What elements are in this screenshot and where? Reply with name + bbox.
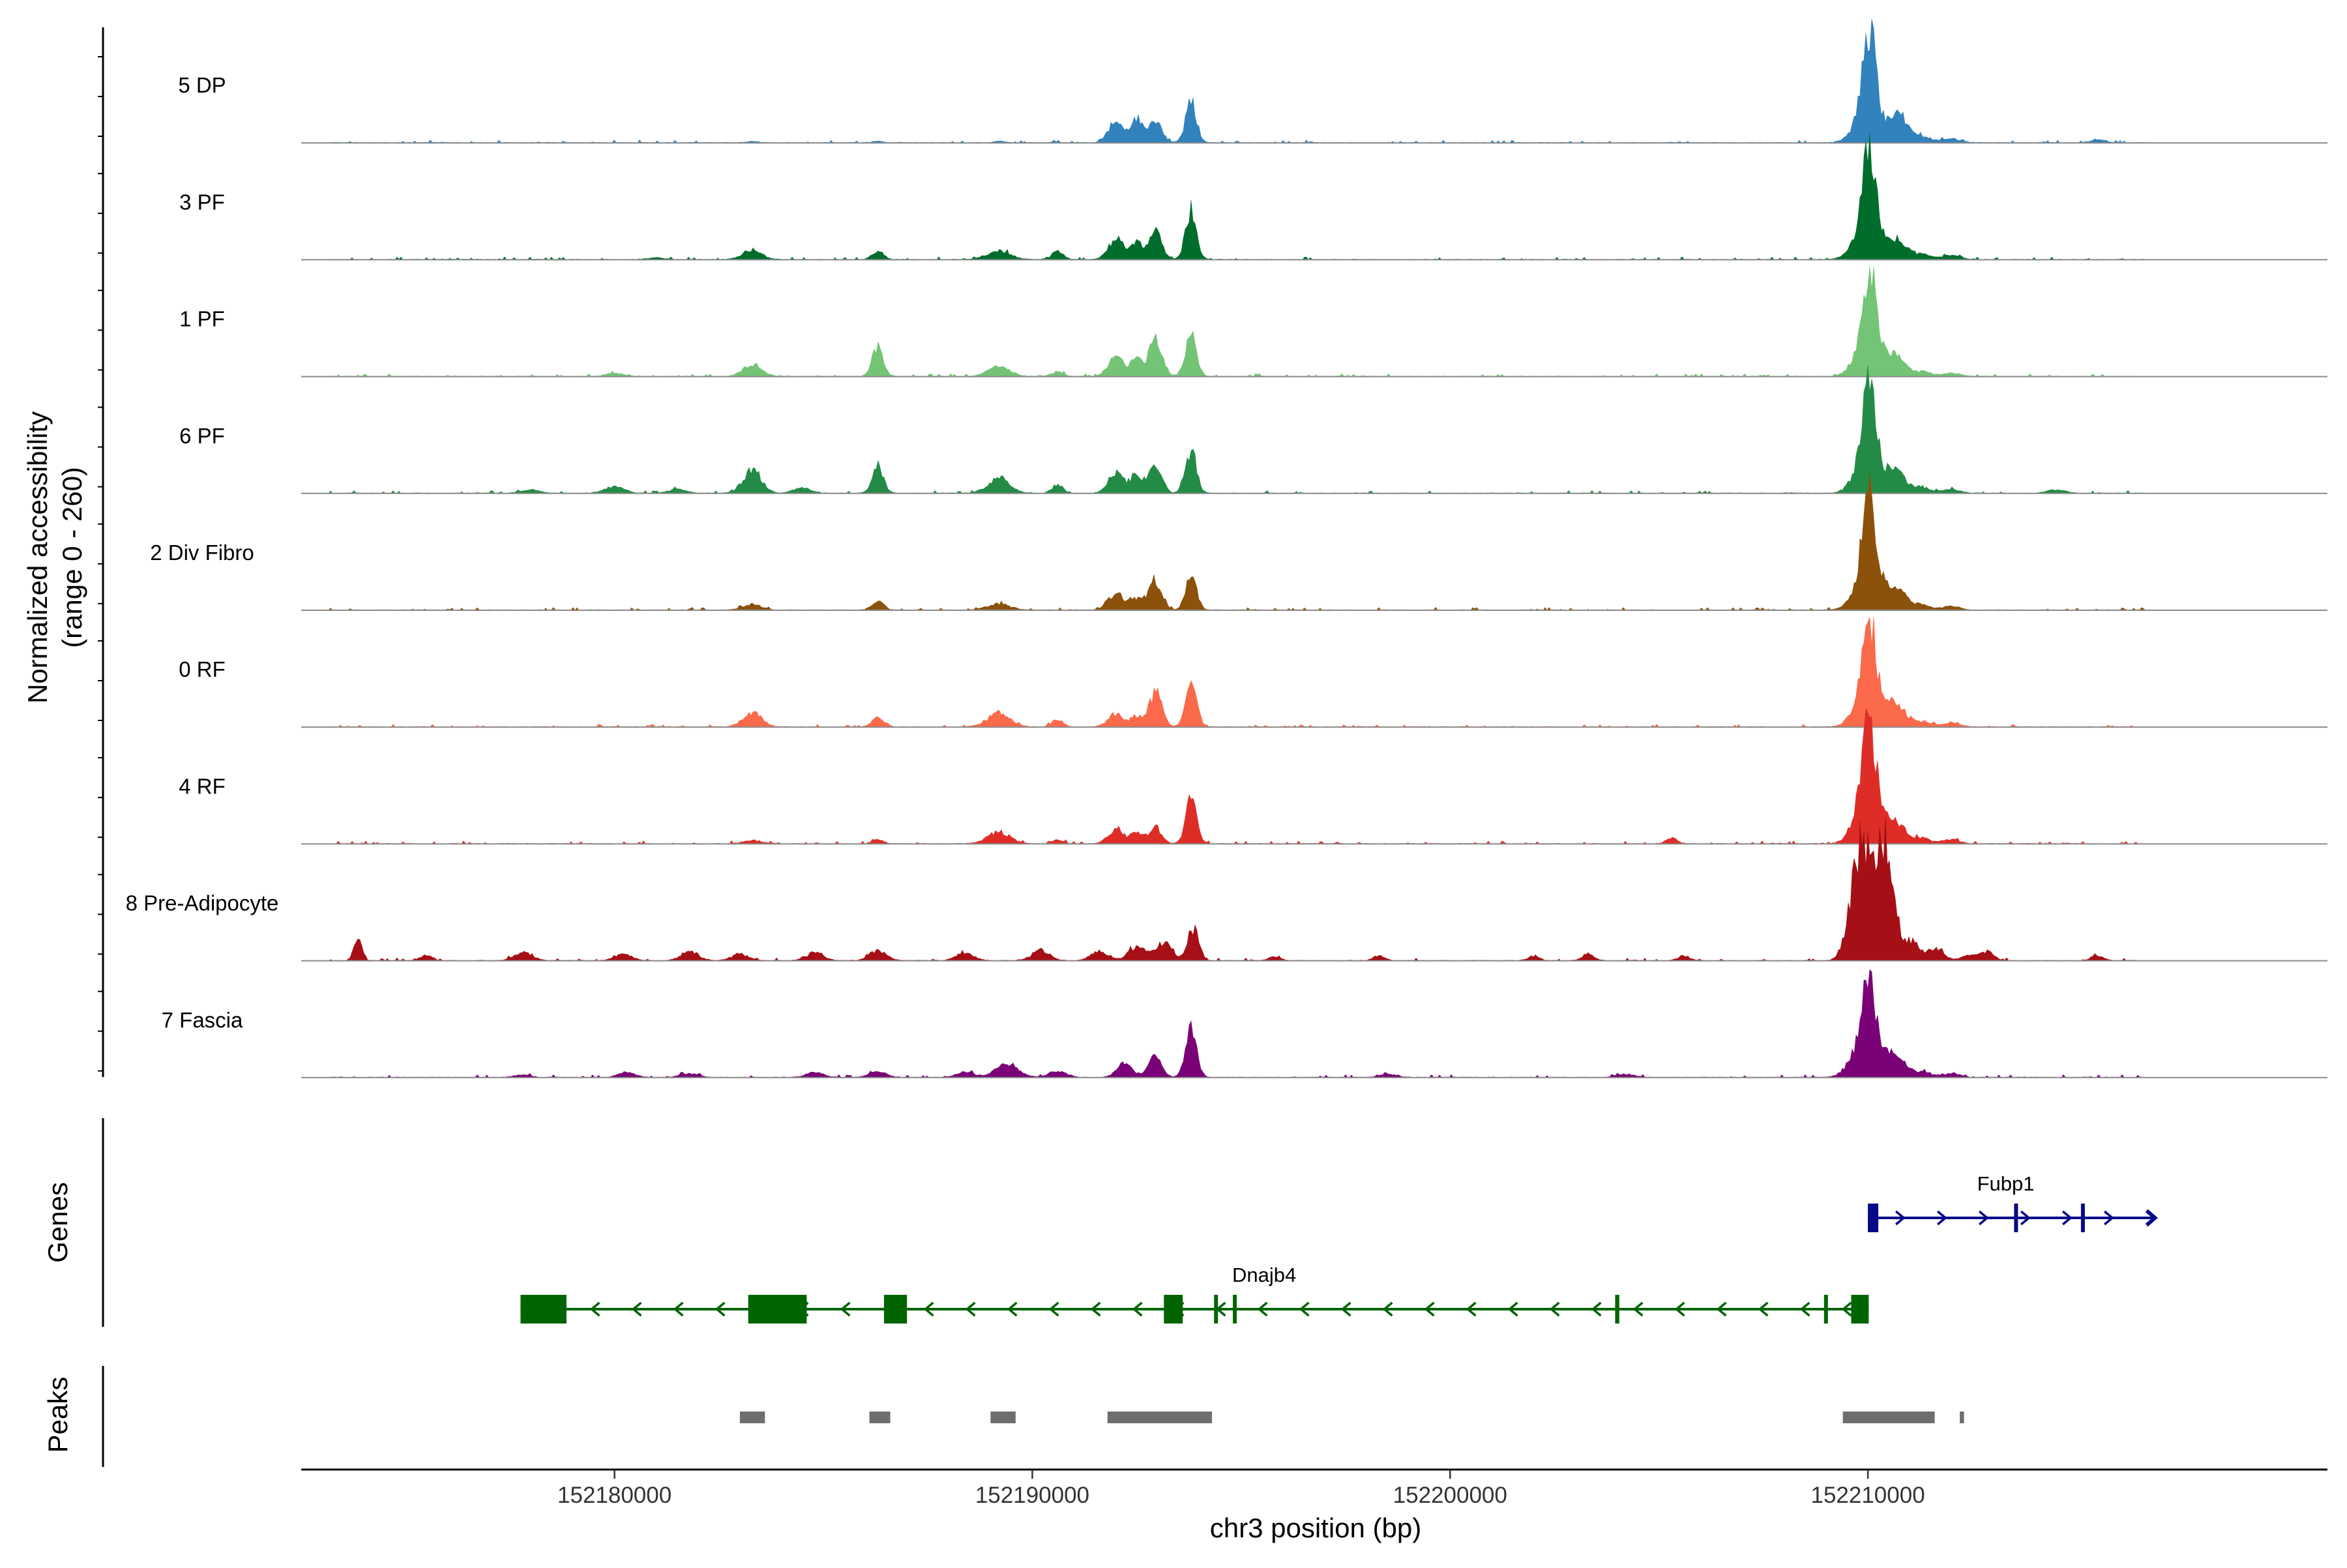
x-tick-label: 152190000 — [975, 1483, 1089, 1508]
track-2: 3 PF — [179, 132, 2327, 261]
gene-exon — [883, 1295, 908, 1324]
strand-arrow — [1841, 1301, 1852, 1317]
gene-exon — [1164, 1295, 1183, 1324]
genes-panel-title: Genes — [42, 1182, 73, 1263]
track-9: 7 Fascia — [162, 969, 2327, 1078]
x-axis-title: chr3 position (bp) — [1210, 1513, 1422, 1543]
strand-arrow — [1978, 1210, 1989, 1226]
strand-arrow — [1674, 1301, 1685, 1317]
peak-region — [869, 1412, 891, 1423]
track-label: 1 PF — [179, 307, 225, 331]
peaks-panel — [102, 1366, 1964, 1467]
strand-arrow — [1549, 1301, 1560, 1317]
track-label: 3 PF — [179, 190, 225, 214]
strand-arrow — [1591, 1301, 1602, 1317]
gene-exon — [1214, 1295, 1218, 1324]
x-tick-label: 152210000 — [1810, 1483, 1925, 1508]
y-axis-range: (range 0 - 260) — [57, 467, 87, 648]
strand-arrow — [1257, 1301, 1268, 1317]
strand-arrow — [840, 1301, 851, 1317]
strand-arrow — [1424, 1301, 1435, 1317]
peak-region — [1842, 1412, 1935, 1423]
track-7: 4 RF — [179, 707, 2327, 845]
y-axis-title: Normalized accessibility — [22, 411, 53, 703]
peak-region — [990, 1412, 1016, 1423]
strand-arrow — [1799, 1301, 1810, 1317]
gene-exon — [2014, 1204, 2018, 1232]
strand-arrow — [1382, 1301, 1393, 1317]
strand-arrow — [589, 1301, 600, 1317]
gene-exon — [1851, 1295, 1869, 1324]
strand-arrow — [673, 1301, 684, 1317]
strand-arrow — [2146, 1209, 2158, 1227]
peak-region — [739, 1412, 765, 1423]
strand-arrow — [1090, 1301, 1101, 1317]
track-label: 7 Fascia — [162, 1008, 243, 1032]
strand-arrow — [1466, 1301, 1477, 1317]
strand-arrow — [1132, 1301, 1143, 1317]
genes-panel: Fubp1 Dnajb4 — [102, 1118, 2158, 1327]
gene-exon — [748, 1295, 807, 1324]
gene-label: Dnajb4 — [1232, 1264, 1296, 1286]
strand-arrow — [1007, 1301, 1018, 1317]
strand-arrow — [1936, 1210, 1947, 1226]
strand-arrow — [2020, 1210, 2031, 1226]
strand-arrow — [1716, 1301, 1727, 1317]
strand-arrow — [2061, 1210, 2073, 1226]
gene-exon — [1823, 1295, 1828, 1324]
strand-arrow — [923, 1301, 934, 1317]
strand-arrow — [1758, 1301, 1769, 1317]
track-8: 8 Pre-Adipocyte — [126, 817, 2327, 962]
x-tick-label: 152180000 — [557, 1483, 672, 1508]
track-label: 4 RF — [179, 774, 226, 798]
x-tick-label: 152200000 — [1393, 1483, 1507, 1508]
strand-arrow — [1340, 1301, 1351, 1317]
strand-arrow — [631, 1301, 642, 1317]
coverage-left-axis — [98, 27, 104, 1077]
strand-arrow — [715, 1301, 726, 1317]
peaks-panel-title: Peaks — [42, 1377, 73, 1453]
gene-dnajb4: Dnajb4 — [520, 1264, 1869, 1324]
strand-arrow — [2145, 1210, 2156, 1226]
gene-exon — [2080, 1204, 2085, 1232]
gene-exon — [1868, 1204, 1879, 1232]
strand-arrow — [1632, 1301, 1644, 1317]
track-label: 5 DP — [178, 73, 226, 97]
coverage-panel: 5 DP 3 PF 1 PF 6 PF 2 Div Fibro 0 RF 4 RF 8 Pre… — [98, 19, 2327, 1078]
peak-region — [1960, 1412, 1964, 1423]
strand-arrow — [1507, 1301, 1518, 1317]
strand-arrow — [965, 1301, 976, 1317]
track-label: 2 Div Fibro — [150, 540, 254, 565]
gene-label: Fubp1 — [1977, 1172, 2035, 1195]
strand-arrow — [1299, 1301, 1310, 1317]
gene-exon — [1615, 1295, 1619, 1324]
track-5: 2 Div Fibro — [150, 473, 2327, 611]
track-6: 0 RF — [179, 616, 2327, 728]
peak-region — [1107, 1412, 1212, 1423]
track-label: 0 RF — [179, 657, 226, 681]
gene-fubp1: Fubp1 — [1868, 1172, 2158, 1232]
gene-exon — [520, 1295, 567, 1324]
track-label: 6 PF — [179, 424, 225, 448]
track-4: 6 PF — [179, 365, 2327, 494]
x-axis: 152180000 152190000 152200000 152210000 — [301, 1468, 2327, 1508]
gene-exon — [1233, 1295, 1237, 1324]
track-1: 5 DP — [178, 19, 2327, 144]
track-label: 8 Pre-Adipocyte — [126, 891, 279, 915]
strand-arrow — [2103, 1210, 2114, 1226]
strand-arrow — [1895, 1210, 1906, 1226]
track-3: 1 PF — [179, 266, 2327, 377]
strand-arrow — [1048, 1301, 1059, 1317]
